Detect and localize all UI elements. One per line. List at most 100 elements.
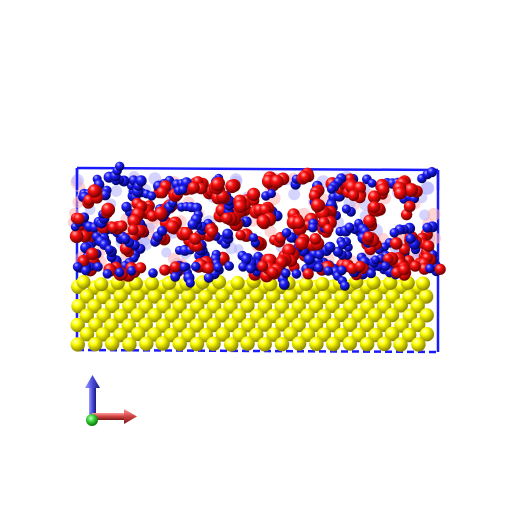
gold-atom: [104, 318, 119, 333]
anion-atom: [390, 237, 403, 250]
anion-atom: [403, 200, 416, 213]
cation-atom: [222, 228, 234, 240]
cation-atom: [248, 233, 259, 243]
gold-atom: [79, 308, 94, 323]
gold-atom: [334, 289, 349, 304]
gold-atom: [419, 308, 434, 323]
axes-indicator[interactable]: [85, 375, 137, 426]
anion-atom: [404, 183, 419, 197]
cation-atom: [178, 185, 188, 195]
gold-atom: [411, 337, 426, 352]
cation-atom: [389, 228, 400, 238]
gold-atom: [308, 317, 324, 332]
gold-atom: [96, 289, 111, 305]
gold-atom: [224, 317, 239, 333]
anion-atom: [210, 177, 225, 192]
cation-atom: [326, 184, 337, 194]
gold-atom: [206, 336, 221, 351]
metal-substrate: [70, 274, 435, 352]
gold-atom: [419, 327, 435, 342]
gold-atom: [105, 298, 120, 314]
cation-atom: [288, 188, 301, 201]
anion-atom: [310, 198, 325, 213]
box-edge-top: [76, 166, 439, 172]
gold-atom: [172, 318, 187, 333]
cation-atom: [110, 185, 122, 197]
gold-atom: [351, 308, 366, 323]
cation-atom: [380, 261, 391, 272]
y-axis-origin: [86, 414, 98, 426]
cation-atom: [114, 267, 125, 278]
cation-atom: [102, 269, 113, 279]
anion-atom: [393, 186, 407, 200]
anion-atom: [107, 222, 119, 234]
gold-atom: [189, 318, 204, 333]
anion-atom: [206, 226, 218, 238]
gold-atom: [342, 336, 357, 351]
anion-atom: [299, 171, 312, 184]
gold-atom: [130, 326, 146, 342]
gold-atom: [315, 277, 330, 291]
gold-atom: [257, 337, 272, 352]
gold-atom: [198, 308, 213, 323]
cation-atom: [344, 222, 355, 233]
gold-atom: [418, 289, 434, 304]
gold-atom: [257, 317, 272, 332]
gold-atom: [350, 289, 366, 304]
gold-atom: [241, 318, 256, 333]
anion-atom: [225, 179, 239, 194]
gold-atom: [309, 336, 324, 352]
cation-atom: [179, 262, 190, 272]
cation-atom: [422, 222, 433, 233]
gold-atom: [88, 337, 103, 352]
gold-atom: [79, 289, 95, 304]
cation-atom: [224, 261, 234, 271]
anion-atom: [187, 181, 200, 194]
anion-atom: [87, 184, 102, 198]
gold-atom: [383, 276, 398, 290]
gold-atom: [70, 317, 85, 333]
cation-atom: [126, 266, 137, 276]
cation-atom: [324, 241, 336, 253]
cation-atom: [323, 266, 334, 276]
gold-atom: [274, 337, 290, 352]
gold-atom: [181, 308, 196, 323]
cation-atom: [332, 246, 344, 257]
cation-atom: [371, 255, 380, 265]
gold-atom: [96, 308, 111, 323]
gold-atom: [249, 327, 264, 342]
cation-atom: [281, 268, 291, 279]
simulation-box-front: [75, 168, 440, 190]
cation-atom: [426, 167, 437, 178]
gold-atom: [366, 275, 381, 290]
anion-atom: [233, 200, 247, 213]
gold-atom: [410, 317, 426, 333]
anion-atom: [127, 224, 139, 236]
anion-atom: [221, 212, 233, 225]
gold-atom: [95, 327, 111, 342]
cation-atom: [104, 244, 114, 254]
gold-atom: [384, 307, 400, 323]
gold-atom: [155, 336, 170, 351]
gold-atom: [230, 276, 245, 290]
anion-atom: [156, 186, 168, 199]
gold-atom: [206, 317, 221, 333]
anion-atom: [270, 174, 284, 189]
anion-atom: [101, 202, 116, 217]
anion-atom: [69, 229, 84, 244]
gold-atom: [130, 307, 145, 323]
gold-atom: [393, 337, 408, 352]
cation-atom: [314, 250, 325, 260]
gold-atom: [367, 307, 383, 323]
gold-atom: [215, 327, 230, 342]
cation-atom: [291, 269, 302, 279]
cation-atom: [147, 191, 157, 201]
cation-atom: [148, 268, 158, 278]
gold-atom: [393, 298, 408, 313]
anion-atom: [422, 240, 435, 253]
cation-atom: [120, 233, 131, 245]
cation-atom: [340, 281, 350, 291]
anion-atom: [115, 220, 128, 232]
